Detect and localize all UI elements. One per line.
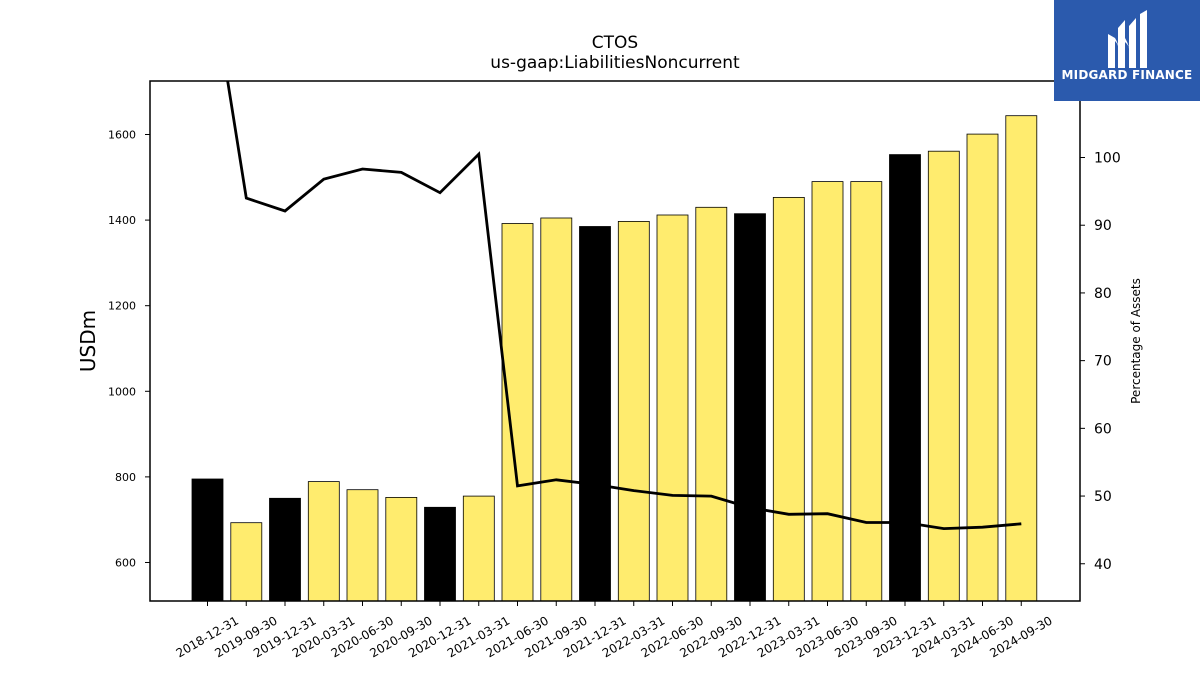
y2-tick-label-90: 90: [1094, 218, 1112, 234]
bar-2019-12-31: [269, 497, 301, 602]
y-tick-label-1600: 1600: [108, 128, 136, 141]
bar-2024-06-30: [966, 133, 999, 602]
bar-2021-09-30: [540, 217, 573, 602]
y2-tick-label-40: 40: [1094, 557, 1112, 573]
bar-2021-12-31: [579, 226, 611, 602]
y-tick-label-600: 600: [115, 556, 136, 569]
y2-tick-label-50: 50: [1094, 489, 1112, 505]
percentage-line: [226, 81, 1022, 531]
y-axis-label: USDm: [76, 310, 100, 372]
bar-2024-09-30: [1005, 115, 1038, 602]
bar-2023-03-31: [772, 196, 805, 602]
y-tick-label-800: 800: [115, 471, 136, 484]
bar-2023-09-30: [850, 181, 883, 602]
bar-2022-09-30: [695, 206, 728, 602]
bar-2019-09-30: [230, 522, 263, 602]
chart-subtitle: us-gaap:LiabilitiesNoncurrent: [490, 53, 740, 73]
logo-mark-icon: [1108, 10, 1147, 68]
line-group: [226, 81, 1022, 531]
chart-title: CTOS: [592, 33, 638, 53]
bar-2023-06-30: [811, 181, 844, 602]
y-tick-label-1000: 1000: [108, 385, 136, 398]
right-axis: 40 50 60 70 80 90 100: [1080, 151, 1121, 573]
y2-tick-label-80: 80: [1094, 286, 1112, 302]
y-tick-label-1200: 1200: [108, 300, 136, 313]
y2-tick-label-100: 100: [1094, 151, 1121, 167]
brand-logo: MIDGARD FINANCE: [1054, 0, 1200, 101]
logo-text: MIDGARD FINANCE: [1061, 68, 1193, 82]
plot-frame: [149, 80, 1081, 602]
bar-2020-03-31: [307, 481, 340, 602]
bar-2020-12-31: [424, 506, 456, 602]
y2-tick-label-60: 60: [1094, 421, 1112, 437]
bar-2022-06-30: [656, 214, 689, 602]
bar-2023-12-31: [889, 154, 921, 602]
y-tick-label-1400: 1400: [108, 214, 136, 227]
bar-2020-06-30: [346, 489, 379, 602]
bars-group: [191, 115, 1038, 602]
bar-2021-03-31: [462, 495, 495, 602]
bar-2024-03-31: [927, 150, 960, 602]
bar-2018-12-31: [191, 478, 224, 602]
y2-axis-label: Percentage of Assets: [1129, 278, 1143, 404]
x-axis: 2018-12-312019-09-302019-12-312020-03-31…: [174, 601, 1055, 660]
left-axis: 600 800 1000 1200 1400 1600: [108, 128, 150, 569]
bar-2020-09-30: [385, 496, 418, 602]
y2-tick-label-70: 70: [1094, 354, 1112, 370]
bar-2022-03-31: [617, 220, 650, 602]
bar-2022-12-31: [734, 213, 766, 602]
bar-2021-06-30: [501, 223, 534, 602]
